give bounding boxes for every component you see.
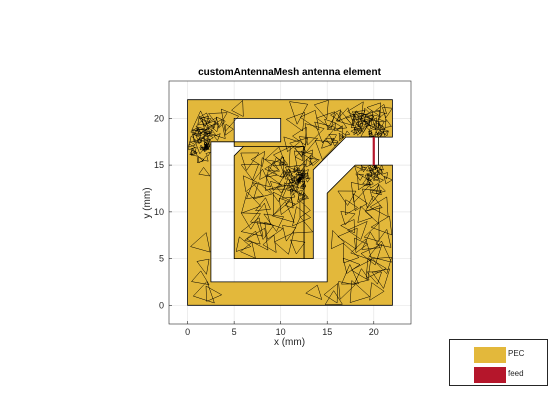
y-tick-label: 0 (159, 300, 164, 310)
y-axis-ticks: 0 5 10 15 20 (154, 113, 172, 310)
triangle-mesh (188, 99, 393, 305)
axes-box (168, 80, 412, 325)
y-axis-label: y (mm) (142, 187, 153, 218)
y-tick-label: 20 (154, 113, 164, 123)
antenna-geometry (187, 99, 393, 306)
legend-item-pec: PEC (450, 346, 547, 364)
legend-item-feed: feed (450, 366, 547, 384)
y-tick-label: 5 (159, 254, 164, 264)
legend-label-feed: feed (508, 369, 524, 378)
legend-label-pec: PEC (508, 349, 525, 358)
x-tick-label: 5 (232, 327, 237, 337)
y-tick-label: 15 (154, 160, 164, 170)
plot-title: customAntennaMesh antenna element (198, 67, 381, 78)
feed-swatch (474, 367, 506, 383)
inner-patch (233, 145, 305, 260)
x-axis-label: x (mm) (274, 337, 305, 348)
x-axis-ticks: 0 5 10 15 20 (185, 321, 379, 337)
pec-swatch (474, 347, 506, 363)
y-tick-label: 10 (154, 207, 164, 217)
x-tick-label: 15 (322, 327, 332, 337)
x-tick-label: 10 (276, 327, 286, 337)
x-tick-label: 20 (369, 327, 379, 337)
pec-surface (187, 99, 393, 306)
x-tick-label: 0 (185, 327, 190, 337)
legend: PEC feed (449, 339, 548, 386)
mesh-triangles (188, 99, 393, 305)
